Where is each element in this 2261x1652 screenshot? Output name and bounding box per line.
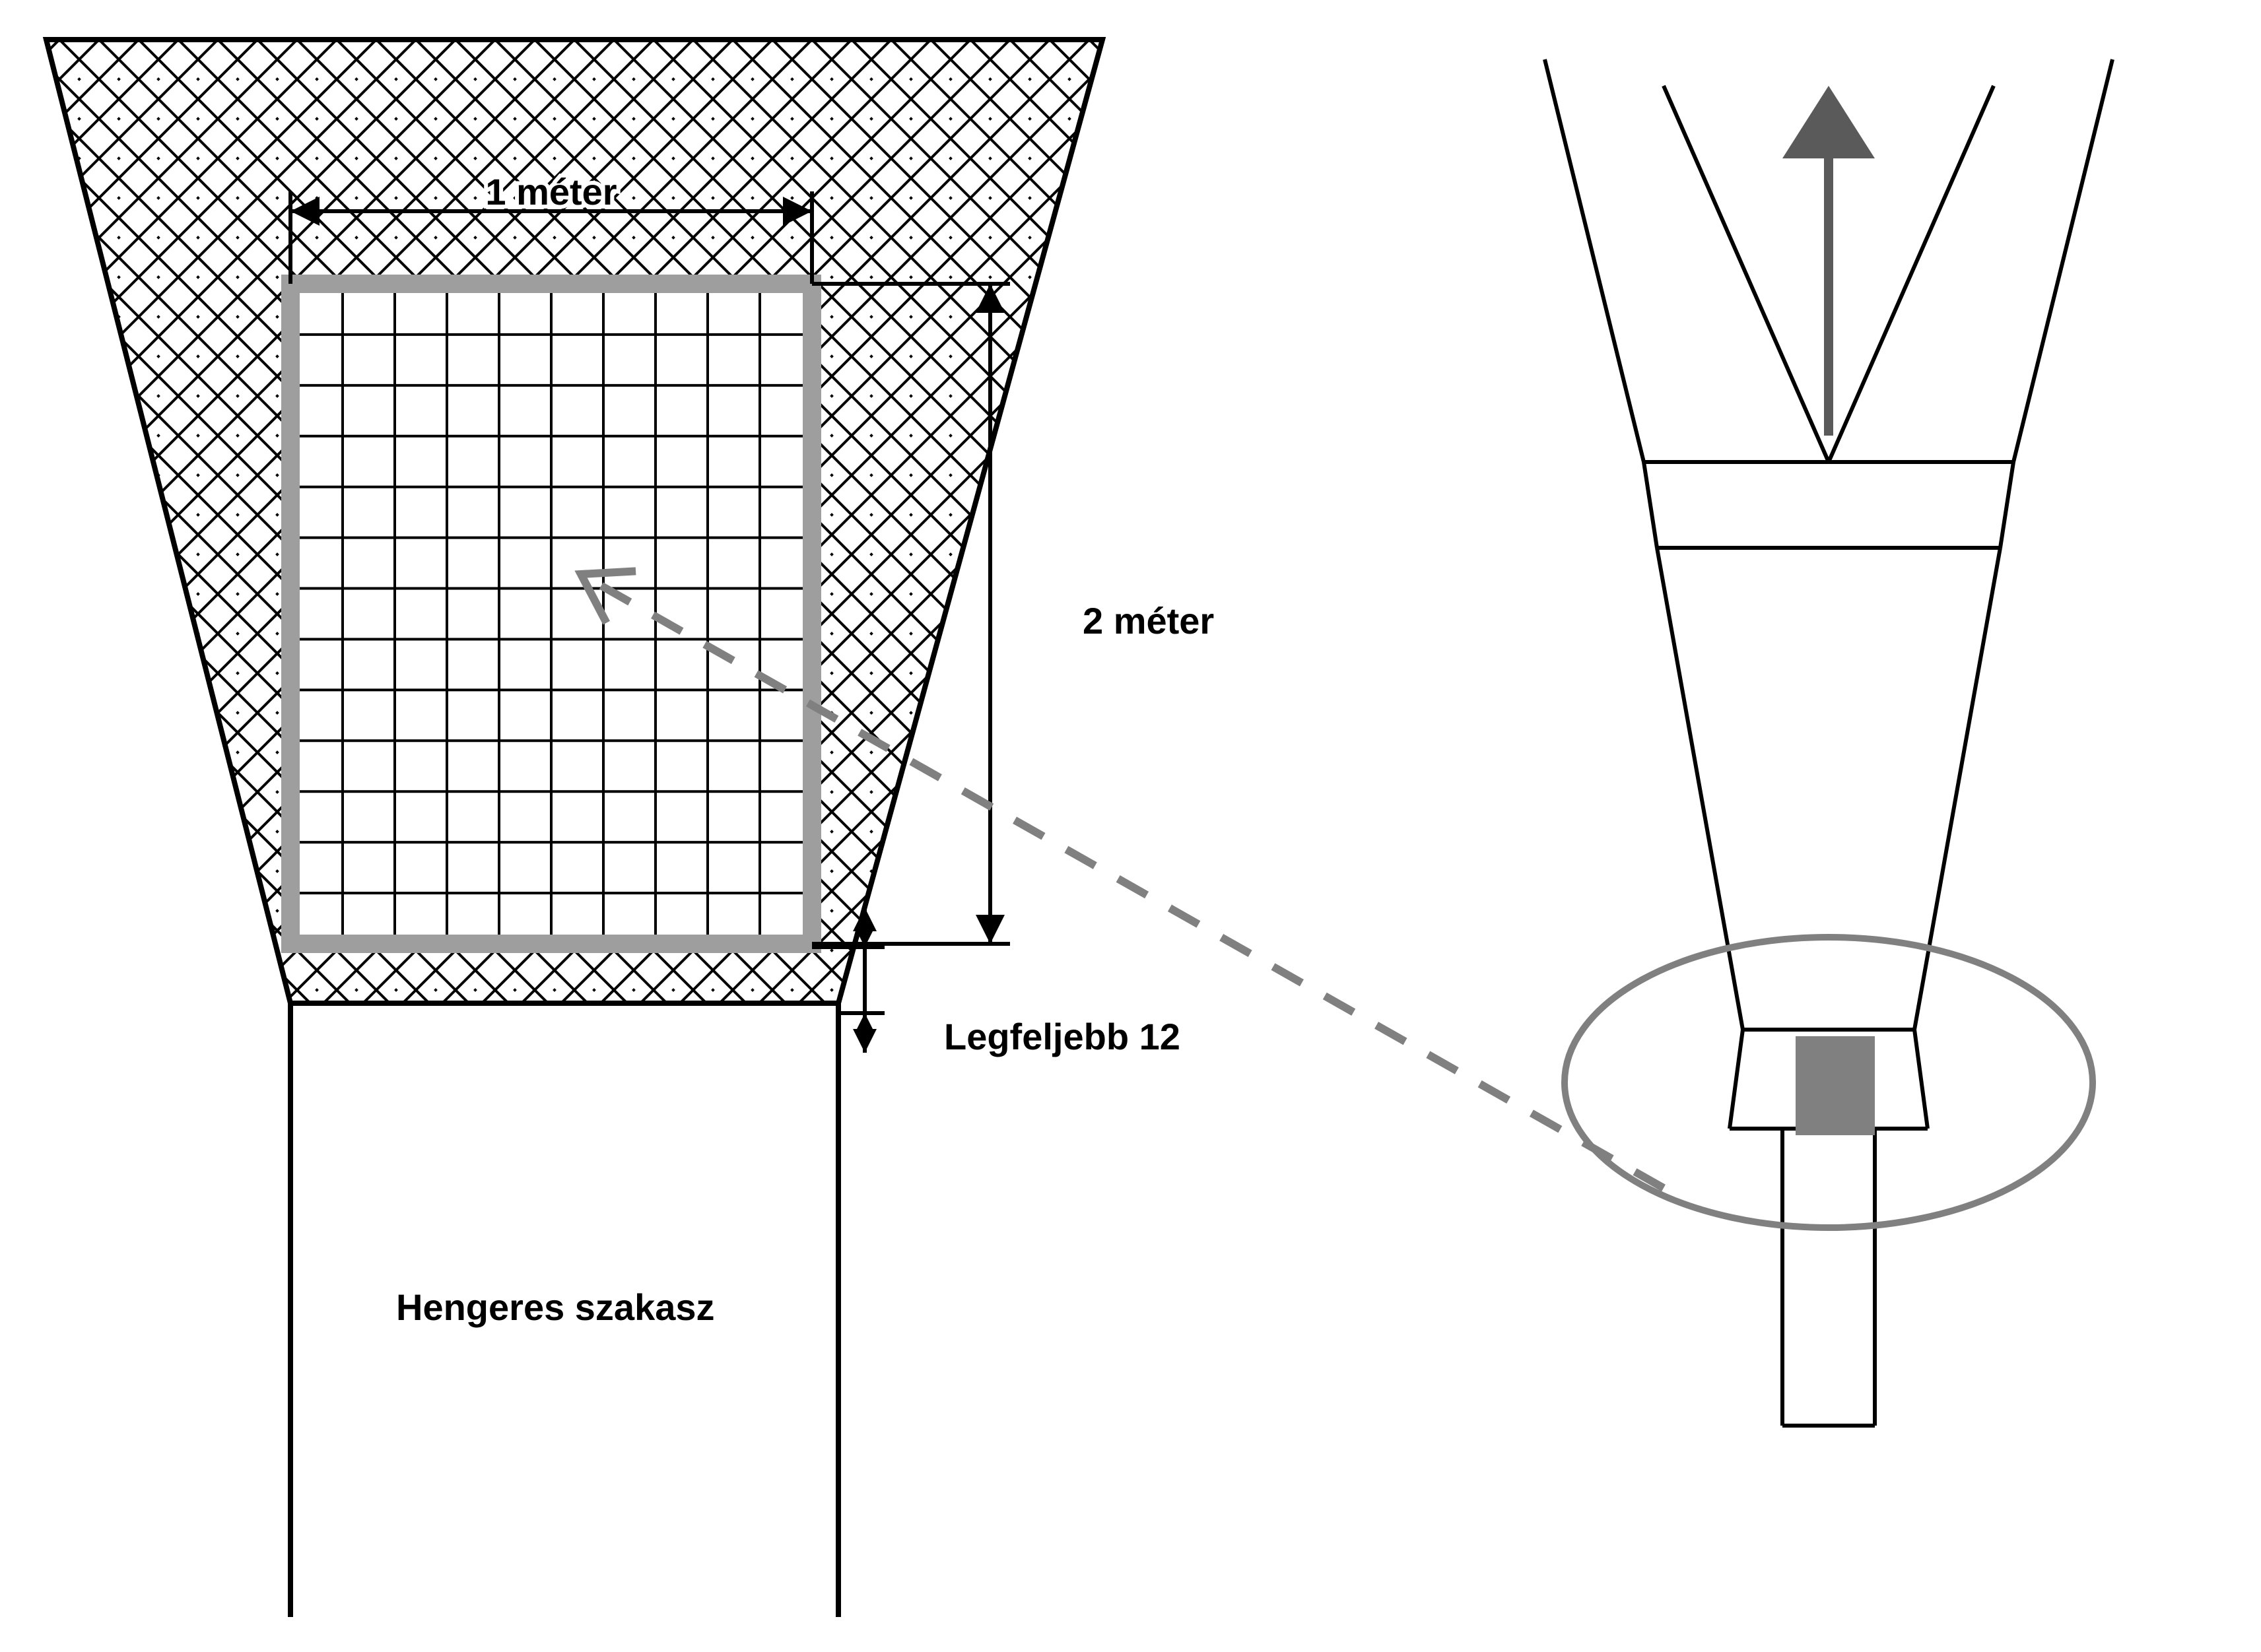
section-label: Hengeres szakasz [396, 1286, 715, 1328]
width-label: 1 méter [485, 171, 617, 213]
tow-direction-arrowhead [1782, 86, 1875, 158]
left-diagram: 1 méter 2 méter Legfeljebb 12 Hengeres szak… [46, 40, 1214, 1617]
right-diagram [1545, 59, 2112, 1426]
height-label: 2 méter [1083, 600, 1214, 642]
bottom-dim-label: Legfeljebb 12 [944, 1016, 1180, 1057]
window-location-marker [1796, 1036, 1875, 1135]
